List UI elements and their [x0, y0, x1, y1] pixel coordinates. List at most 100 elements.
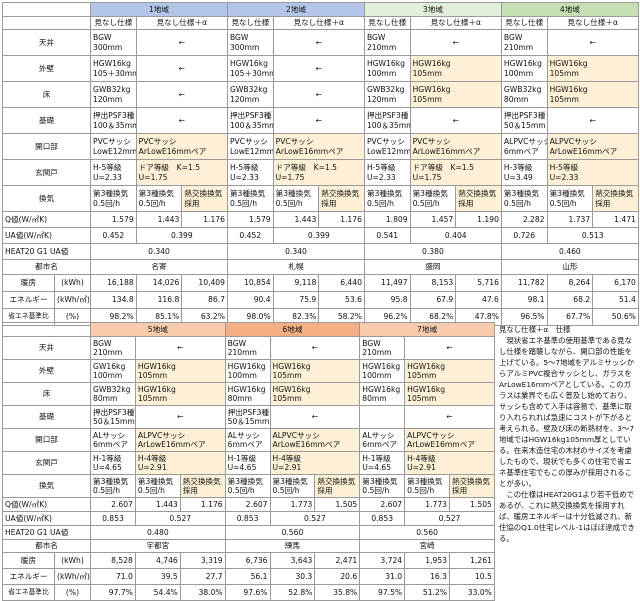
spec-line: ←: [315, 37, 322, 47]
spec-line: ←: [452, 115, 459, 125]
spec-line: 第3種換気: [229, 189, 266, 198]
spec-line: 210mm: [503, 42, 534, 52]
city: 宇都宮: [90, 539, 226, 553]
spec-line: PVCサッシ: [93, 137, 131, 146]
spec-line: ←: [178, 89, 185, 99]
spec-cell: H-1等級 U=4.65: [359, 451, 406, 475]
spec-cell: 熱交換換気 採用: [314, 474, 361, 498]
spec-cell: ←: [135, 55, 228, 82]
spec-line: 熱交換換気: [452, 476, 490, 486]
spec-cell: GWB32kg 120mm: [226, 81, 274, 108]
energy-value: 8,528: [90, 552, 136, 569]
spec-line: ←: [315, 89, 322, 99]
spec-line: HGW16kg: [272, 384, 311, 394]
spec-cell: ドア等級 K=1.5 U=1.75: [272, 159, 365, 186]
q-value: 1.809: [363, 211, 411, 228]
spec-line: PVCサッシ: [138, 137, 177, 146]
spec-line: LowE12mmペア: [229, 146, 272, 156]
ua-value: 0.399: [272, 227, 365, 244]
spec-line: 100＆35mm: [229, 120, 274, 130]
energy-value: 4,746: [134, 552, 181, 569]
spec-line: 熱交換換気: [321, 189, 360, 198]
spec-line: 0.5回/h: [412, 198, 440, 208]
header-row: 1地域 2地域 3地域 4地域: [2, 2, 639, 17]
spec-line: U=1.75: [412, 172, 442, 182]
spec-line: ←: [177, 412, 184, 422]
spec-line: PVCサッシ: [412, 137, 451, 146]
spec-line: H-5等級: [229, 163, 259, 172]
spec-line: 300mm: [229, 42, 260, 52]
spec-line: 押出PSF3種: [93, 111, 135, 120]
city: 山形: [500, 259, 639, 275]
spec-line: ←: [311, 412, 319, 422]
spec-line: HGW16kg: [407, 361, 446, 371]
spec-line: 第3種換気: [93, 476, 129, 486]
spec-row: 外壁 HGW16kg 105＋30mm ← HGW16kg 105＋30mm ← HGW16k…: [2, 55, 639, 82]
spec-cell: HGW16kg 100mm: [224, 359, 271, 383]
spec-cell: HGW16kg 80mm: [224, 382, 271, 406]
spec-line: U=1.75: [138, 172, 168, 182]
row-label: エネルギー: [2, 568, 55, 585]
heat-value: 0.560: [359, 525, 495, 540]
city: 名寄: [90, 259, 228, 275]
row-label: 玄関戸: [2, 451, 91, 475]
spec-line: 105mm: [412, 68, 442, 78]
city-row: 都市名 名寄 札幌 盛岡 山形: [2, 259, 639, 275]
subheader: 見なし仕様: [363, 16, 411, 30]
spec-cell: 第3種換気 0.5回/h: [363, 185, 411, 212]
spec-cell: ドア等級 K=1.5 U=1.75: [135, 159, 228, 186]
row-label: 暖房: [2, 552, 55, 569]
subheader-row: 見なし仕様 見なし仕様＋α 見なし仕様 見なし仕様＋α 見なし仕様 見なし仕様＋α 見なし仕…: [2, 16, 639, 30]
row-label: 天井: [2, 336, 91, 360]
spec-line: LowE12mmペア: [366, 146, 409, 156]
heat-value: 0.340: [226, 243, 365, 260]
q-value: 1.505: [314, 497, 361, 512]
spec-cell: 熱交換換気 採用: [318, 185, 365, 212]
spec-cell: BGW 210mm: [500, 29, 548, 56]
spec-line: 80mm: [93, 394, 118, 403]
row-label: エネルギー: [2, 291, 55, 309]
spec-line: ドア等級 K=1.5: [412, 163, 474, 172]
region-header: 4地域: [500, 2, 639, 17]
row-label: 基礎: [2, 405, 91, 429]
spec-line: 105mm: [407, 371, 437, 380]
row-label: 換気: [2, 474, 91, 498]
region-header: 5地域: [90, 322, 226, 337]
spec-line: 80mm: [227, 394, 253, 403]
q-value: 2.607: [90, 497, 136, 512]
energy-value: 10,854: [226, 274, 274, 292]
energy-value: 14,026: [135, 274, 183, 292]
spec-line: U=2.91: [407, 463, 436, 472]
spec-line: 80mm: [503, 94, 529, 104]
spec-line: BGW: [93, 33, 112, 42]
spec-cell: HGW16kg 105mm: [546, 55, 639, 82]
spec-cell: 押出PSF3種 50＆15mm: [224, 405, 271, 429]
spec-line: 第3種換気: [272, 476, 308, 486]
energy-value: 10,409: [181, 274, 228, 292]
spec-line: 50＆15mm: [93, 417, 135, 426]
spec-line: H-1等級: [227, 453, 257, 463]
spec-cell: ←: [134, 405, 226, 429]
spec-line: 80mm: [362, 394, 387, 403]
spec-line: U=2.33: [366, 172, 396, 182]
region-header: 3地域: [363, 2, 502, 17]
energy-value: 86.7: [181, 291, 228, 309]
energy-value: 116.8: [135, 291, 183, 309]
q-value: 1.190: [455, 211, 502, 228]
energy-value: 67.9: [409, 291, 457, 309]
spec-cell: ←: [135, 81, 228, 108]
spec-line: 押出PSF3種: [93, 407, 135, 417]
spec-line: U=2.91: [137, 463, 167, 472]
unit-label: (kWh): [54, 552, 91, 569]
q-value: 1.471: [592, 211, 639, 228]
energy-row: エネルギー (kWh/㎡) 134.8 116.8 86.7 90.4 75.9 53.6 95…: [2, 291, 639, 309]
spec-cell: PVCサッシLowE12mmペア: [226, 133, 274, 160]
spec-line: BGW: [366, 33, 386, 42]
spec-cell: HGW16kg 105mm: [409, 55, 502, 82]
spec-cell: ←: [135, 29, 228, 56]
energy-value: 16.3: [404, 568, 450, 585]
spec-cell: HGW16kg 105mm: [269, 382, 361, 406]
spec-cell: [359, 405, 406, 429]
spec-cell: 押出PSF3種 100＆35mm: [226, 107, 274, 134]
spec-cell: ←: [404, 405, 495, 429]
